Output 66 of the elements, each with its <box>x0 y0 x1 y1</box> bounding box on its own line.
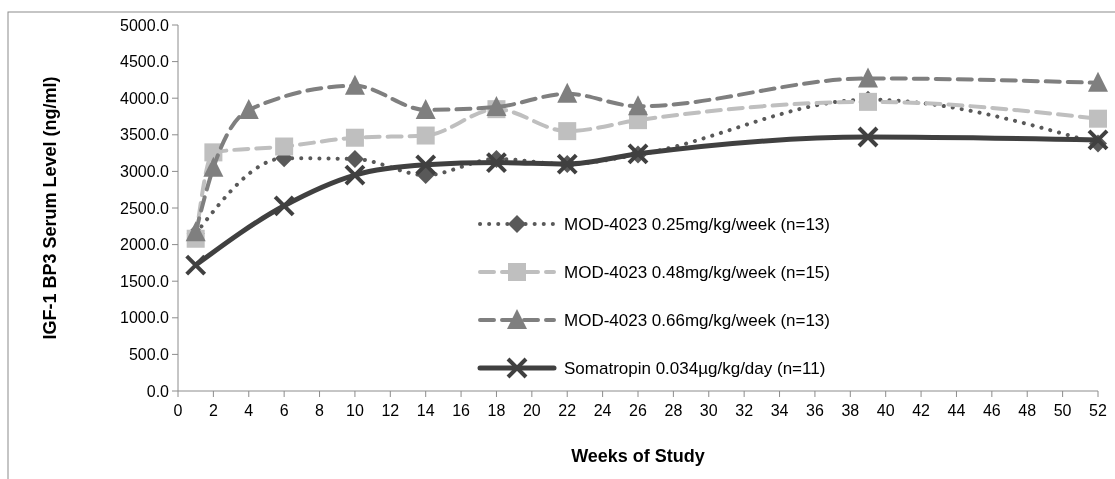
point <box>184 254 207 277</box>
x-tick-label: 2 <box>208 402 218 419</box>
y-tick-label: 4000.0 <box>120 89 170 107</box>
point <box>415 98 436 119</box>
x-tick-label: 28 <box>664 402 683 419</box>
x-tick-label: 52 <box>1089 402 1107 419</box>
point <box>343 164 366 187</box>
y-tick-label: 1500.0 <box>120 272 170 290</box>
x-tick-label: 8 <box>315 402 325 419</box>
legend-label: MOD-4023 0.25mg/kg/week (n=13) <box>564 214 830 234</box>
y-tick-label: 3000.0 <box>120 163 170 180</box>
x-tick-label: 36 <box>806 402 824 419</box>
point <box>273 194 296 217</box>
x-tick-label: 34 <box>770 402 789 419</box>
y-tick-label: 2000.0 <box>120 236 170 254</box>
x-tick-label: 24 <box>593 402 612 419</box>
point <box>1089 109 1107 128</box>
x-tick-label: 20 <box>522 402 541 419</box>
legend-label: Somatropin 0.034µg/kg/day (n=11) <box>564 358 826 378</box>
point <box>416 126 435 145</box>
x-tick-label: 10 <box>346 402 364 419</box>
point <box>557 82 578 103</box>
y-tick-label: 3500.0 <box>120 126 170 144</box>
point <box>345 128 364 147</box>
x-tick-label: 30 <box>699 402 718 419</box>
x-tick-label: 12 <box>381 402 400 419</box>
point <box>1087 128 1109 151</box>
x-tick-label: 6 <box>279 402 289 419</box>
x-tick-label: 18 <box>487 402 506 419</box>
point <box>345 149 364 168</box>
y-tick-label: 2500.0 <box>120 199 170 217</box>
x-tick-label: 32 <box>735 402 754 419</box>
x-tick-label: 48 <box>1018 402 1037 419</box>
legend-label: MOD-4023 0.48mg/kg/week (n=15) <box>564 262 830 282</box>
x-tick-label: 26 <box>629 402 647 419</box>
x-tick-label: 16 <box>452 402 471 419</box>
point <box>485 151 508 174</box>
point <box>857 126 879 148</box>
y-tick-label: 1000.0 <box>120 309 170 327</box>
x-tick-label: 40 <box>876 402 895 419</box>
y-tick-label: 500.0 <box>128 346 170 363</box>
point <box>344 74 365 95</box>
x-tick-label: 22 <box>558 402 577 419</box>
y-tick-label: 5000.0 <box>120 16 170 34</box>
x-tick-label: 14 <box>416 402 435 419</box>
legend-label: MOD-4023 0.66mg/kg/week (n=13) <box>564 310 830 330</box>
point <box>858 67 878 88</box>
point <box>628 95 648 116</box>
y-axis-title: IGF-1 BP3 Serum Level (ng/ml) <box>40 76 60 340</box>
x-tick-label: 4 <box>244 402 254 419</box>
point <box>558 122 577 141</box>
point <box>1088 71 1108 92</box>
point <box>275 137 294 156</box>
x-tick-label: 0 <box>173 402 183 419</box>
point <box>486 95 507 116</box>
y-tick-label: 4500.0 <box>120 53 170 71</box>
x-axis-title: Weeks of Study <box>571 446 705 466</box>
y-tick-label: 0.0 <box>146 382 170 400</box>
point <box>238 98 259 119</box>
x-tick-label: 46 <box>982 402 1001 419</box>
point <box>414 153 437 176</box>
x-tick-label: 44 <box>947 402 966 419</box>
point <box>203 156 224 177</box>
x-tick-label: 50 <box>1053 402 1072 419</box>
x-tick-label: 42 <box>912 402 931 419</box>
x-tick-label: 38 <box>841 402 860 419</box>
